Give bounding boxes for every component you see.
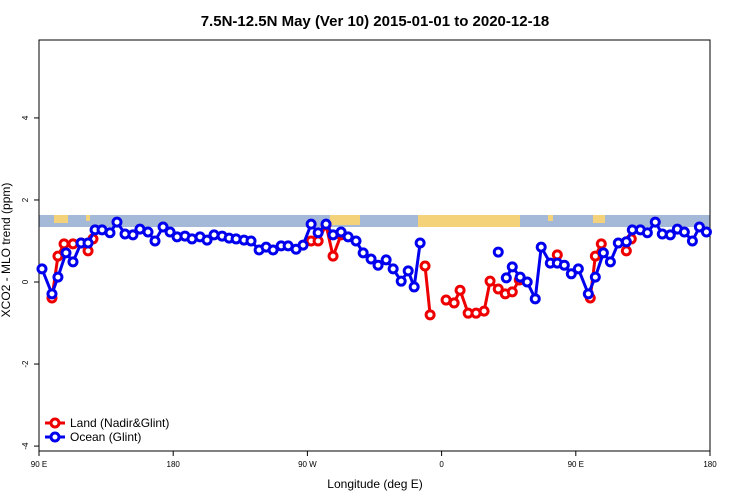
point (350, 235, 362, 247)
point (500, 272, 512, 284)
point (357, 247, 369, 259)
point (597, 247, 609, 259)
point (312, 227, 324, 239)
y-tick-label: -2 (21, 360, 30, 368)
map-land (86, 215, 90, 221)
point (454, 284, 466, 296)
point (320, 218, 332, 230)
point (82, 237, 94, 249)
point (693, 221, 705, 233)
point (535, 241, 547, 253)
x-tick-label: 180 (167, 460, 181, 469)
point (620, 245, 632, 257)
point (492, 283, 504, 295)
x-tick-label: 90 E (568, 460, 584, 469)
point (506, 261, 518, 273)
map-land (593, 215, 605, 223)
point (529, 293, 541, 305)
map-land (330, 215, 360, 225)
point (46, 288, 58, 300)
point (521, 276, 533, 288)
x-tick-label: 90 E (31, 460, 47, 469)
point (664, 229, 676, 241)
point (558, 259, 570, 271)
point (387, 263, 399, 275)
point (589, 271, 601, 283)
point (641, 227, 653, 239)
point (305, 218, 317, 230)
point (402, 265, 414, 277)
map-land (418, 215, 520, 227)
point (380, 254, 392, 266)
point (408, 281, 420, 293)
y-tick-label: -4 (21, 442, 30, 450)
x-tick-label: 180 (703, 460, 717, 469)
legend-marker (49, 431, 61, 443)
point (484, 275, 496, 287)
point (595, 238, 607, 250)
point (649, 216, 661, 228)
point (478, 305, 490, 317)
point (164, 226, 176, 238)
map-land (54, 215, 68, 223)
point (514, 271, 526, 283)
point (149, 235, 161, 247)
y-tick-label: 2 (21, 197, 30, 202)
chart-title: 7.5N-12.5N May (Ver 10) 2015-01-01 to 20… (201, 13, 550, 30)
point (686, 235, 698, 247)
point (36, 263, 48, 275)
point (297, 239, 309, 251)
y-tick-label: 4 (21, 115, 30, 120)
legend-marker (49, 417, 61, 429)
point (58, 238, 70, 250)
point (604, 256, 616, 268)
point (104, 227, 116, 239)
y-tick-label: 0 (21, 279, 30, 284)
point (342, 231, 354, 243)
point (424, 309, 436, 321)
point (620, 236, 632, 248)
point (67, 256, 79, 268)
point (201, 234, 213, 246)
point (142, 226, 154, 238)
map-ocean (39, 215, 710, 227)
point (60, 247, 72, 259)
plot-frame (38, 39, 711, 452)
point (327, 250, 339, 262)
x-tick-label: 0 (439, 460, 444, 469)
point (678, 226, 690, 238)
point (414, 237, 426, 249)
x-axis-label: Longitude (deg E) (327, 477, 422, 491)
point (52, 271, 64, 283)
point (565, 268, 577, 280)
point (506, 286, 518, 298)
point (267, 244, 279, 256)
y-axis-label: XCO2 - MLO trend (ppm) (0, 183, 13, 318)
x-tick-label: 90 W (298, 460, 317, 469)
point (365, 253, 377, 265)
point (572, 263, 584, 275)
point (582, 288, 594, 300)
point (700, 226, 712, 238)
point (492, 246, 504, 258)
point (335, 226, 347, 238)
point (372, 259, 384, 271)
map-land (548, 215, 553, 221)
point (157, 221, 169, 233)
point (419, 260, 431, 272)
legend-label: Ocean (Glint) (70, 430, 141, 444)
legend-label: Land (Nadir&Glint) (70, 416, 169, 430)
point (448, 297, 460, 309)
point (245, 235, 257, 247)
point (395, 275, 407, 287)
point (127, 229, 139, 241)
map-strip (39, 215, 710, 227)
point (111, 216, 123, 228)
